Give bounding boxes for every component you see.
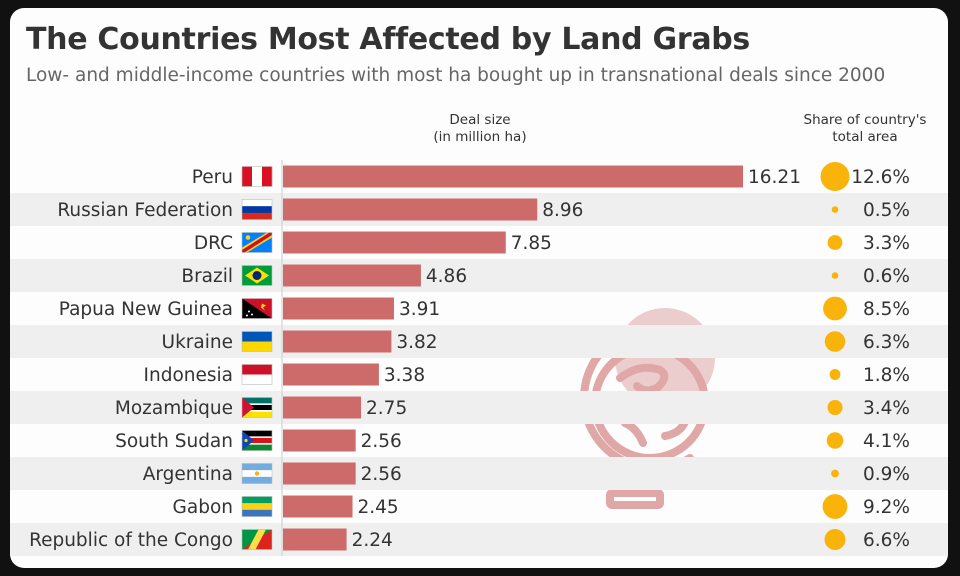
share-dot [831, 272, 839, 279]
bar [283, 429, 356, 452]
row-stripe [10, 457, 948, 490]
bar [283, 297, 394, 320]
deal-size-header: Deal size (in million ha) [390, 112, 570, 146]
share-header: Share of country's total area [780, 112, 948, 146]
indonesia-flag-icon [241, 364, 273, 385]
ukraine-flag-icon [241, 331, 273, 352]
bar [283, 462, 356, 485]
category-label: Argentina [143, 464, 233, 485]
infographic-frame: The Countries Most Affected by Land Grab… [10, 8, 948, 568]
value-label: 3.91 [399, 299, 440, 320]
share-label: 8.5% [863, 299, 910, 320]
share-label: 3.4% [863, 398, 910, 419]
share-label: 3.3% [863, 233, 910, 254]
value-label: 2.56 [361, 464, 402, 485]
share-dot [831, 206, 839, 213]
row-stripe [10, 325, 948, 358]
bar [283, 396, 362, 419]
value-label: 4.86 [426, 266, 467, 287]
share-label: 0.6% [863, 266, 910, 287]
deal-size-header-line1: Deal size [449, 112, 511, 128]
category-label: South Sudan [115, 431, 233, 452]
bar [283, 495, 353, 518]
argentina-flag-icon [241, 463, 273, 484]
chart-title: The Countries Most Affected by Land Grab… [26, 22, 750, 57]
bar [283, 363, 379, 386]
deal-size-header-line2: (in million ha) [433, 129, 527, 145]
peru-flag-icon [241, 166, 273, 187]
share-dot [824, 529, 846, 550]
chart-subtitle: Low- and middle-income countries with mo… [26, 65, 886, 86]
category-label: DRC [194, 233, 233, 254]
share-label: 0.5% [863, 200, 910, 221]
value-label: 16.21 [748, 167, 801, 188]
row-stripe [10, 523, 948, 556]
share-label: 6.6% [863, 530, 910, 551]
bar [283, 231, 506, 254]
gabon-flag-icon [241, 496, 273, 517]
value-label: 2.45 [358, 497, 399, 518]
share-label: 0.9% [863, 464, 910, 485]
bar [283, 198, 538, 221]
share-header-line1: Share of country's [803, 112, 927, 128]
value-label: 3.82 [396, 332, 437, 353]
category-label: Mozambique [115, 398, 233, 419]
share-dot [824, 331, 846, 352]
share-label: 1.8% [863, 365, 910, 386]
bar [283, 165, 743, 188]
papua-new-guinea-flag-icon [241, 298, 273, 319]
value-label: 2.24 [352, 530, 393, 551]
share-dot [823, 296, 847, 321]
value-label: 8.96 [542, 200, 583, 221]
drc-flag-icon [241, 232, 273, 253]
category-label: Papua New Guinea [59, 299, 233, 320]
category-label: Gabon [173, 497, 233, 518]
share-dot [829, 369, 841, 380]
category-label: Russian Federation [57, 200, 233, 221]
row-stripe [10, 259, 948, 292]
bar-chart: Peru 16.21 12.6% Russian Federation 8.96 0.5%… [10, 160, 948, 556]
russia-flag-icon [241, 199, 273, 220]
brazil-flag-icon [241, 265, 273, 286]
south-sudan-flag-icon [241, 430, 273, 451]
value-label: 2.75 [366, 398, 407, 419]
share-label: 6.3% [863, 332, 910, 353]
share-dot [820, 162, 850, 191]
share-header-line2: total area [832, 129, 898, 145]
row-stripe [10, 391, 948, 424]
category-label: Brazil [181, 266, 233, 287]
value-label: 7.85 [511, 233, 552, 254]
category-label: Peru [192, 167, 233, 188]
share-dot [826, 432, 844, 449]
share-label: 9.2% [863, 497, 910, 518]
share-dot [822, 494, 848, 519]
share-dot [831, 469, 839, 478]
category-label: Ukraine [162, 332, 233, 353]
bar [283, 330, 392, 353]
share-dot [827, 235, 843, 250]
value-label: 2.56 [361, 431, 402, 452]
mozambique-flag-icon [241, 397, 273, 418]
category-label: Republic of the Congo [29, 530, 233, 551]
bar [283, 264, 421, 287]
share-label: 12.6% [851, 167, 910, 188]
category-label: Indonesia [144, 365, 233, 386]
share-dot [827, 399, 843, 416]
bar [283, 528, 347, 551]
value-label: 3.38 [384, 365, 425, 386]
congo-flag-icon [241, 529, 273, 550]
share-label: 4.1% [863, 431, 910, 452]
